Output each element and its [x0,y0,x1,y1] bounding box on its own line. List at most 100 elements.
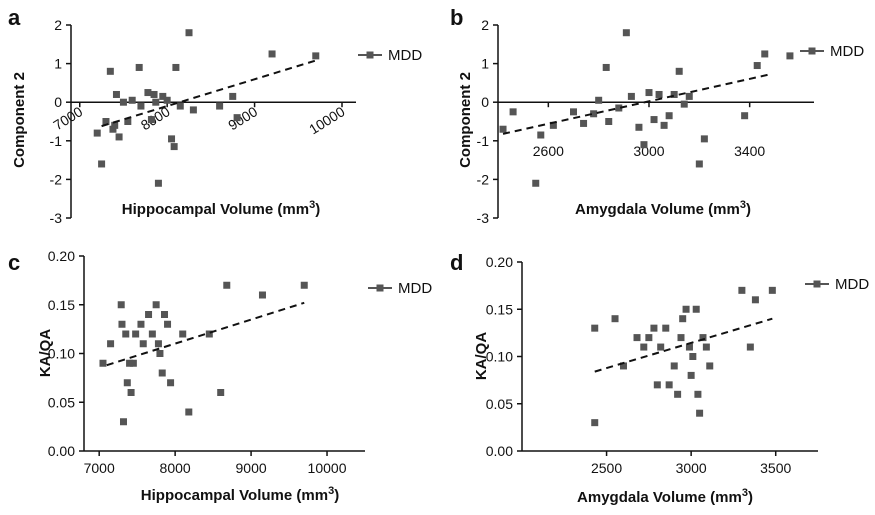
data-point [107,340,115,348]
data-point [98,160,106,168]
legend-label: MDD [830,43,864,60]
legend: MDD [358,47,422,64]
data-point [126,359,134,367]
data-point [768,286,776,294]
data-point [677,334,685,342]
y-tick-label: -3 [477,210,490,226]
data-point [670,90,678,98]
y-axis-title: Component 2 [11,72,28,168]
x-axis-title: Amygdala Volume (mm3) [577,487,753,506]
data-point [685,343,693,351]
data-point [611,315,619,323]
data-point [761,50,769,58]
x-axis-title-text: Amygdala Volume (mm [575,201,740,218]
y-tick-label: -2 [477,171,490,187]
data-point [635,123,643,131]
x-axis-unit-superscript: 3 [309,199,315,211]
data-point [118,320,126,328]
y-tick-label: 0 [54,94,62,110]
x-axis-title-text: Amygdala Volume (mm [577,489,742,506]
data-point [128,96,136,104]
y-tick-label: -3 [50,210,63,226]
y-tick-label: 0.15 [48,297,75,313]
data-point [591,419,599,427]
data-point [185,29,193,37]
data-point [216,102,224,110]
data-point [602,63,610,71]
data-point [595,96,603,104]
data-point [112,90,120,98]
data-point [99,359,107,367]
x-axis-unit-superscript: 3 [328,485,334,497]
y-tick-label: 1 [481,56,489,72]
x-tick-label: 8000 [160,460,191,476]
x-axis-unit-superscript: 3 [742,487,748,499]
data-point [633,334,641,342]
data-point [682,305,690,313]
data-point [137,102,145,110]
y-tick-label: 0.00 [48,443,75,459]
x-tick-label: 10000 [306,103,348,137]
legend: MDD [368,280,432,297]
x-axis-title: Hippocampal Volume (mm3) [141,485,339,504]
data-point [139,340,147,348]
x-axis-title-text: Hippocampal Volume (mm [122,201,309,218]
legend-marker [808,47,816,55]
legend-marker [366,51,374,59]
x-tick-label: 2500 [591,460,622,476]
data-point [695,160,703,168]
x-axis-title-text: Hippocampal Volume (mm [141,487,328,504]
y-axis-title: KA/QA [473,332,490,381]
data-point [109,125,117,133]
data-point [653,381,661,389]
data-point [650,324,658,332]
data-point [119,418,127,426]
x-tick-label: 9000 [236,460,267,476]
trend-line [101,59,317,128]
data-point [144,89,152,97]
data-point [580,119,588,127]
x-tick-label: 10000 [308,460,347,476]
y-tick-label: 0.20 [48,248,75,264]
data-point [665,112,673,120]
data-point [689,353,697,360]
legend: MDD [800,43,864,60]
data-point [700,135,708,143]
data-point [645,89,653,97]
legend-label: MDD [388,47,422,64]
y-tick-label: 0 [481,94,489,110]
data-point [154,340,162,348]
data-point [680,100,688,108]
y-tick-label: 2 [481,17,489,33]
data-point [164,320,172,328]
data-point [655,90,663,98]
legend-label: MDD [398,280,432,297]
data-point [154,179,162,187]
data-point [640,343,648,351]
data-point [537,131,545,139]
y-tick-label: 2 [54,17,62,33]
data-point [156,350,164,357]
panel-letter-d: d [450,250,463,275]
data-point [132,330,140,338]
data-point [627,92,635,100]
x-axis-unit-superscript: 3 [740,199,746,211]
data-point [152,98,160,106]
data-point [170,143,178,151]
y-axis-title: Component 2 [457,72,474,168]
data-point [268,50,276,58]
data-point [657,343,665,351]
data-point [145,311,153,318]
data-point [102,118,110,125]
data-point [699,334,707,342]
data-point [645,334,653,342]
data-point [93,129,101,137]
trend-line [502,73,771,135]
y-tick-label: 0.15 [486,301,513,317]
y-tick-label: 0.10 [486,349,513,365]
data-point [532,179,540,187]
data-point [150,90,158,98]
panel-letter-c: c [8,250,20,275]
x-tick-label: 9000 [225,103,260,133]
